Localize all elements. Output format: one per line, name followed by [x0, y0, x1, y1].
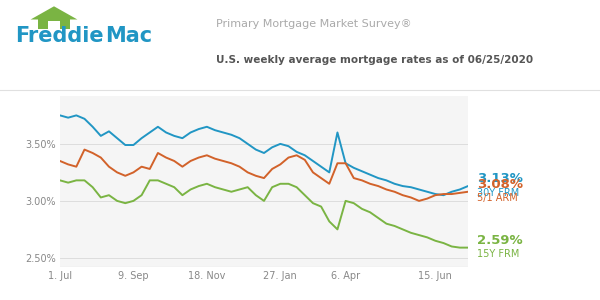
Polygon shape — [48, 21, 60, 29]
Text: 15Y FRM: 15Y FRM — [477, 249, 520, 259]
Text: Mac: Mac — [105, 26, 152, 46]
Text: Primary Mortgage Market Survey®: Primary Mortgage Market Survey® — [216, 19, 412, 29]
Text: 3.08%: 3.08% — [477, 178, 523, 191]
Text: 5/1 ARM: 5/1 ARM — [477, 194, 518, 203]
Text: 2.59%: 2.59% — [477, 234, 523, 247]
Text: 3.13%: 3.13% — [477, 172, 523, 185]
Text: U.S. weekly average mortgage rates as of 06/25/2020: U.S. weekly average mortgage rates as of… — [216, 55, 533, 65]
Polygon shape — [31, 6, 77, 20]
Text: 30Y FRM: 30Y FRM — [477, 188, 519, 198]
Polygon shape — [38, 18, 70, 29]
Text: Freddie: Freddie — [15, 26, 104, 46]
